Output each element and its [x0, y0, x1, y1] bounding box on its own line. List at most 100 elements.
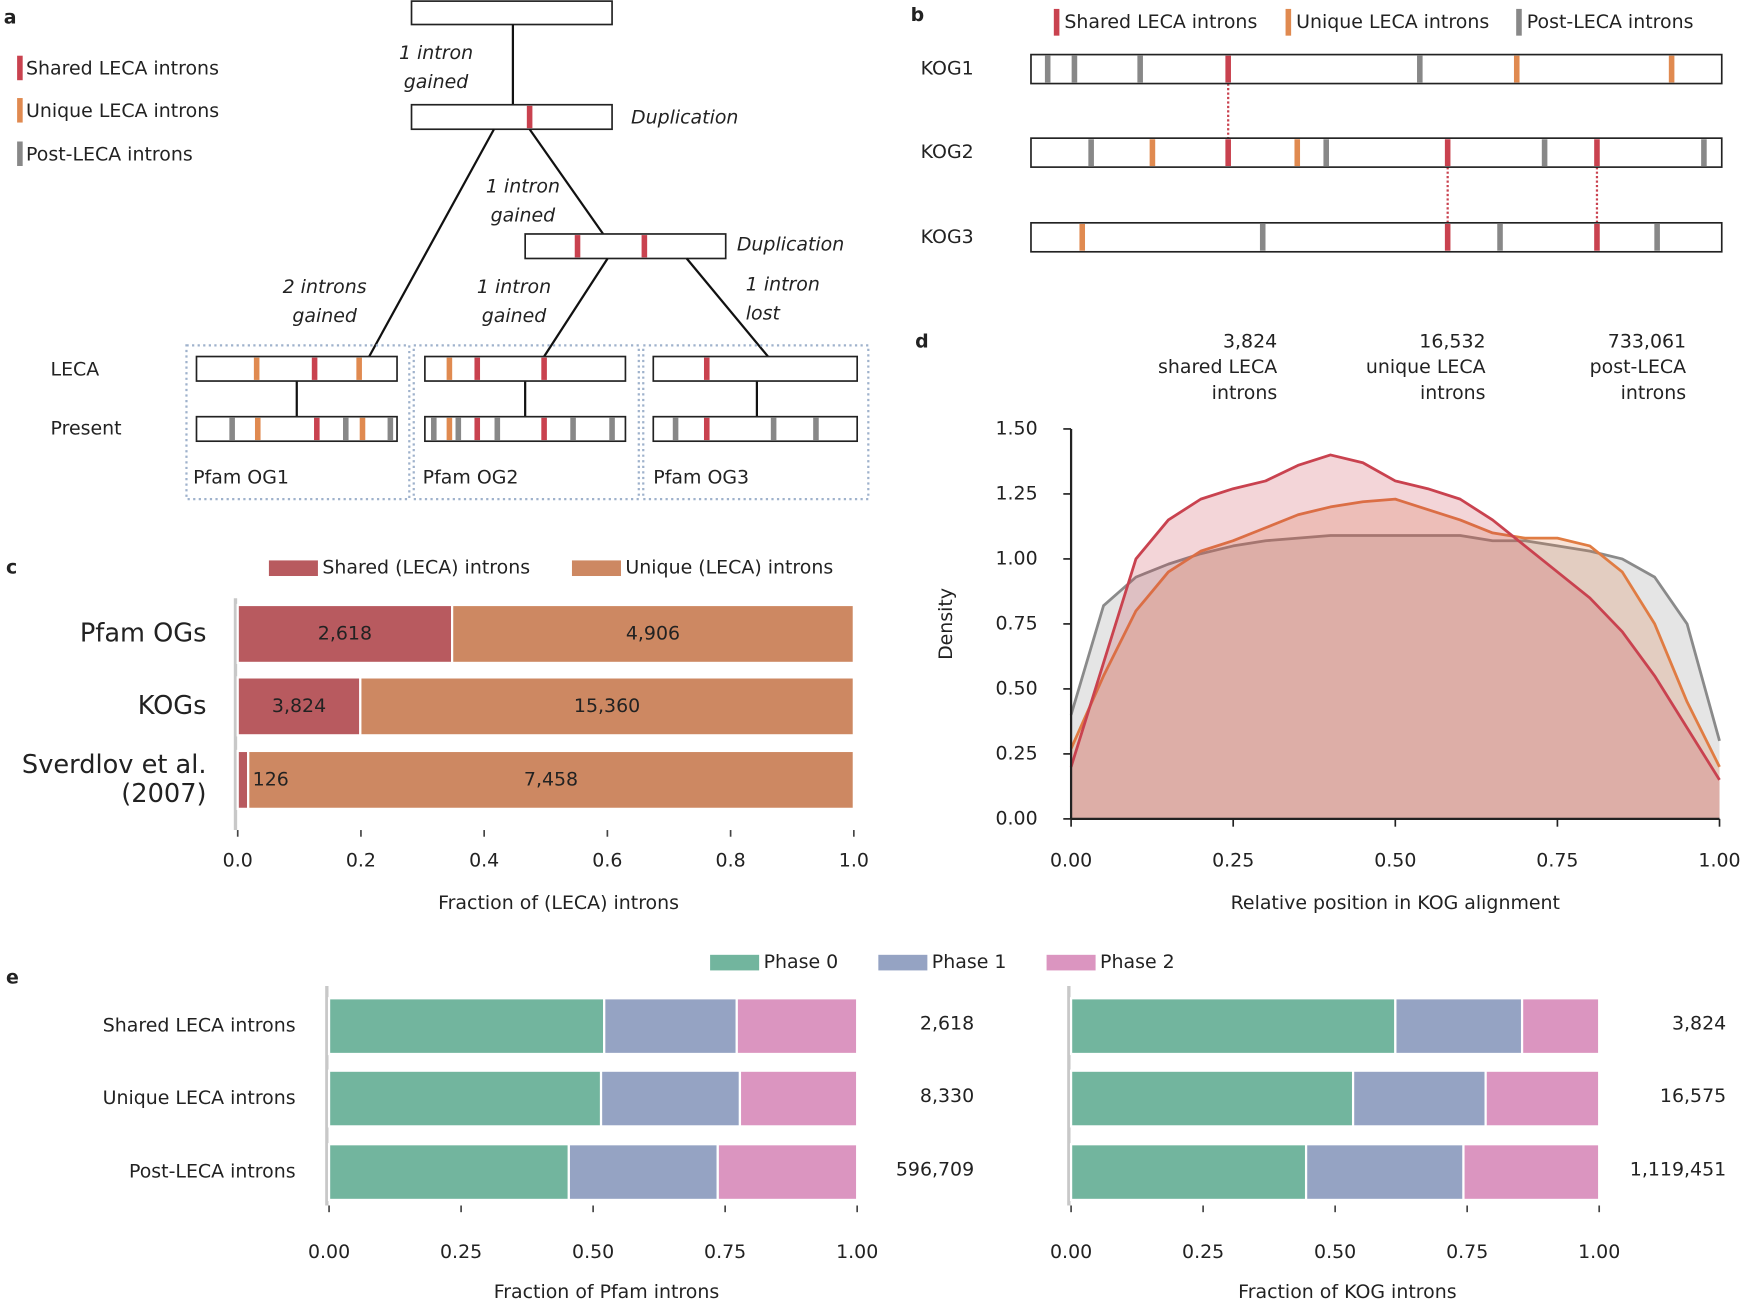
series-label: introns [1420, 382, 1486, 404]
intron-mark [1444, 139, 1451, 167]
event-label: lost [746, 303, 781, 325]
x-tick-label: 0.4 [469, 850, 499, 872]
legend-label: Unique LECA introns [1296, 11, 1489, 33]
x-axis-label: Fraction of (LECA) introns [438, 892, 679, 914]
intron-mark [1225, 55, 1231, 83]
intron-mark [770, 417, 777, 441]
connector [685, 257, 769, 358]
legend-label: Unique (LECA) introns [625, 557, 833, 579]
intron-mark [703, 357, 710, 380]
group-label: Pfam OG3 [653, 466, 749, 488]
gene-box [195, 355, 398, 382]
event-label: Duplication [631, 107, 738, 129]
group-frame [412, 344, 640, 501]
legend-label: Shared LECA introns [1064, 11, 1257, 33]
x-tick-label: 1.00 [1698, 850, 1740, 872]
intron-mark [1417, 55, 1423, 83]
intron-mark [356, 357, 362, 380]
x-tick-label: 1.00 [1578, 1241, 1620, 1263]
total-label: 596,709 [896, 1158, 974, 1180]
event-label: gained [482, 305, 548, 327]
intron-mark [1079, 223, 1086, 251]
row-label: KOG1 [921, 58, 974, 80]
intron-mark [1594, 139, 1600, 167]
bar-segment [1069, 1069, 1355, 1128]
y-tick-label: Pfam OGs [79, 619, 207, 649]
x-tick-label: 0.25 [1182, 1241, 1224, 1263]
intron-mark [609, 417, 615, 441]
legend-label: Shared LECA introns [26, 58, 219, 80]
connector [543, 257, 609, 358]
intron-mark [446, 417, 453, 441]
intron-mark [1137, 55, 1143, 83]
legend-swatch [17, 98, 23, 123]
intron-mark [1541, 139, 1548, 167]
series-label: 16,532 [1419, 331, 1485, 353]
total-label: 3,824 [1672, 1012, 1726, 1034]
intron-mark [703, 417, 710, 441]
legend-swatch [1516, 8, 1522, 36]
event-label: 2 introns [283, 276, 367, 298]
panel-label: e [6, 967, 19, 989]
intron-mark [253, 357, 260, 380]
gene-box [195, 415, 398, 443]
bar-label: 2,618 [318, 622, 372, 644]
legend-label: Phase 0 [764, 951, 839, 973]
bar-segment [1351, 1069, 1487, 1128]
x-tick-label: 0.25 [440, 1241, 482, 1263]
legend-swatch [1053, 8, 1060, 36]
bar-segment [327, 997, 606, 1056]
series-label: introns [1621, 382, 1687, 404]
event-label: Duplication [737, 234, 844, 256]
intron-mark [494, 417, 501, 441]
gene-box [524, 233, 727, 260]
bar-label: 4,906 [626, 622, 680, 644]
group-label: Pfam OG2 [423, 466, 519, 488]
x-tick-label: 0.75 [704, 1241, 746, 1263]
legend-label: Post-LECA introns [26, 143, 193, 165]
intron-mark [641, 235, 648, 258]
density-area [1071, 535, 1720, 819]
intron-mark [431, 417, 437, 441]
bar-segment [327, 1143, 570, 1202]
intron-mark [387, 417, 394, 441]
density-line [1069, 453, 1721, 781]
bar-segment [716, 1143, 859, 1202]
row-label: LECA [51, 358, 100, 380]
event-label: 1 intron [399, 42, 473, 64]
bar-segment [567, 1143, 719, 1202]
bar-segment [735, 997, 859, 1056]
y-axis-label: Density [935, 588, 957, 660]
bar-segment [451, 603, 855, 665]
bar-segment [247, 749, 855, 810]
intron-mark [254, 417, 261, 441]
x-axis-label: Fraction of KOG introns [1238, 1281, 1456, 1303]
legend-swatch [17, 141, 23, 167]
group-label: Pfam OG1 [193, 466, 289, 488]
bar-segment [1069, 1143, 1308, 1202]
legend-swatch [1285, 8, 1292, 36]
intron-mark [474, 357, 481, 380]
x-tick-label: 0.75 [1536, 850, 1578, 872]
group-frame [642, 344, 870, 501]
x-tick-label: 0.0 [223, 850, 253, 872]
intron-mark [455, 417, 462, 441]
legend-label: Shared (LECA) introns [322, 557, 530, 579]
y-tick-label: Post-LECA introns [129, 1161, 296, 1183]
intron-mark [1259, 223, 1266, 251]
event-label: 1 intron [477, 276, 551, 298]
category-box: KOGs [138, 692, 207, 721]
intron-mark [1497, 223, 1503, 251]
panel-label: d [915, 331, 929, 353]
gene-box [1030, 137, 1723, 168]
intron-mark [474, 417, 481, 441]
bar-segment [1069, 997, 1397, 1056]
density-area [1071, 454, 1720, 819]
intron-mark [526, 105, 533, 129]
legend-label: Phase 1 [932, 951, 1007, 973]
intron-mark [446, 357, 453, 380]
density-line [1069, 497, 1721, 768]
panel-label: c [6, 557, 17, 579]
intron-mark [1654, 223, 1660, 251]
